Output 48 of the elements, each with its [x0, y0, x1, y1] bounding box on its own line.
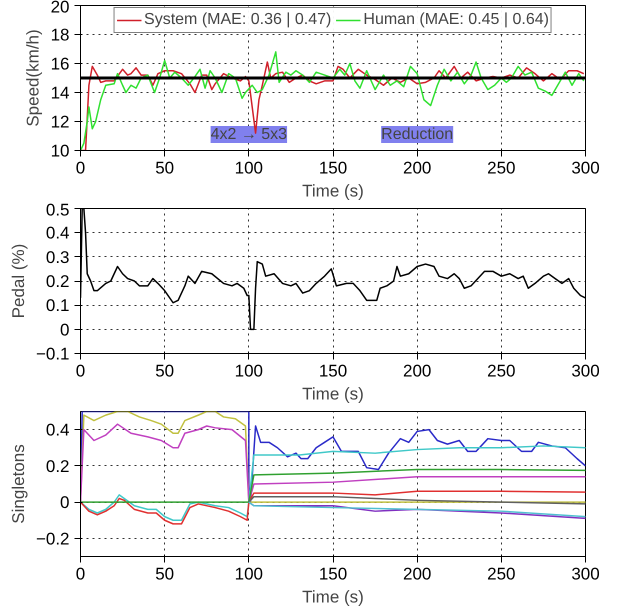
y-tick-label: 20 — [50, 0, 70, 16]
x-tick-label: 250 — [487, 564, 516, 584]
x-tick-label: 200 — [402, 158, 432, 178]
y-tick-label: 0.5 — [46, 200, 70, 220]
x-tick-label: 50 — [155, 158, 174, 178]
annotation: Reduction — [381, 126, 454, 144]
x-tick-label: 300 — [571, 362, 600, 380]
y-tick-label: 0 — [60, 320, 70, 340]
y-tick-label: 0.2 — [46, 272, 70, 291]
y-tick-label: 10 — [50, 142, 70, 160]
legend-label: Human (MAE: 0.45 | 0.64) — [363, 11, 549, 29]
x-tick-label: 0 — [76, 564, 86, 584]
x-axis-title: Time (s) — [302, 182, 364, 200]
x-tick-label: 100 — [234, 564, 264, 584]
annotation: 4x2 → 5x3 — [210, 126, 288, 144]
y-axis-title: Singletons — [8, 444, 28, 524]
x-tick-label: 50 — [155, 564, 174, 584]
y-tick-label: −0.2 — [36, 529, 70, 548]
y-axis-title: Pedal (%) — [8, 244, 28, 318]
x-tick-label: 0 — [76, 158, 86, 178]
x-tick-label: 150 — [318, 158, 348, 178]
x-tick-label: 300 — [571, 564, 600, 584]
x-tick-label: 50 — [155, 362, 174, 380]
x-axis-title: Time (s) — [302, 384, 364, 404]
legend-label: System (MAE: 0.36 | 0.47) — [144, 11, 332, 29]
x-tick-label: 250 — [487, 158, 516, 178]
y-tick-label: 18 — [50, 26, 70, 44]
y-tick-label: 0.4 — [46, 224, 70, 243]
y-tick-label: −0.1 — [36, 344, 70, 364]
x-tick-label: 200 — [402, 362, 432, 380]
x-tick-label: 300 — [571, 158, 600, 178]
y-tick-label: 0 — [60, 493, 70, 512]
y-tick-label: 0.4 — [46, 420, 70, 440]
y-axis-title: Speed(km/h) — [24, 29, 43, 127]
y-tick-label: 0.2 — [46, 456, 70, 476]
y-tick-label: 14 — [50, 84, 70, 102]
y-tick-label: 0.1 — [46, 296, 70, 316]
x-tick-label: 150 — [318, 362, 348, 380]
y-tick-label: 12 — [50, 112, 70, 132]
x-tick-label: 100 — [234, 158, 264, 178]
y-tick-label: 0.3 — [46, 248, 70, 267]
x-tick-label: 200 — [402, 564, 432, 584]
y-tick-label: 16 — [50, 54, 70, 74]
x-tick-label: 0 — [76, 362, 86, 380]
x-tick-label: 250 — [487, 362, 516, 380]
x-tick-label: 100 — [234, 362, 264, 380]
x-axis-title: Time (s) — [302, 588, 364, 606]
x-tick-label: 150 — [318, 564, 348, 584]
